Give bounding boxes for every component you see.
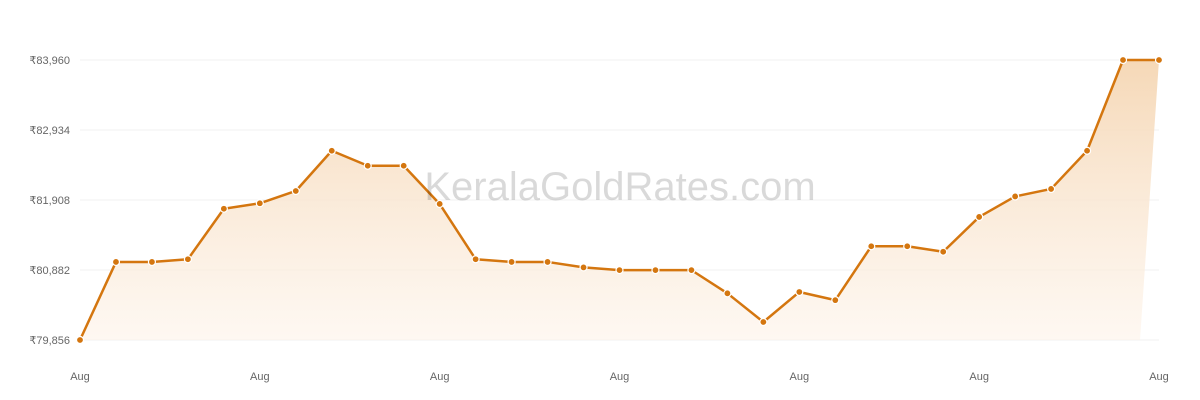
data-point xyxy=(1011,192,1020,201)
data-point xyxy=(399,161,408,170)
x-tick-label: Aug xyxy=(969,371,989,383)
data-point xyxy=(1046,184,1056,194)
data-point xyxy=(471,255,480,264)
data-point xyxy=(1154,55,1164,65)
x-tick-label: Aug xyxy=(790,371,810,383)
y-tick-label: ₹80,882 xyxy=(29,265,70,277)
data-point xyxy=(867,242,876,251)
data-point xyxy=(1082,146,1092,155)
y-tick-label: ₹83,960 xyxy=(29,55,70,67)
data-point xyxy=(363,161,372,170)
data-point xyxy=(327,146,336,155)
data-point xyxy=(687,266,696,275)
data-point xyxy=(147,257,157,267)
data-point xyxy=(759,317,768,327)
data-point xyxy=(219,204,228,213)
y-axis-ticks: ₹79,856 ₹80,882 ₹81,908 ₹82,934 ₹83,960 xyxy=(29,55,70,347)
data-point xyxy=(723,289,732,298)
y-tick-label: ₹82,934 xyxy=(29,125,70,137)
x-tick-label: Aug xyxy=(610,371,630,383)
data-point xyxy=(831,296,840,305)
y-tick-label: ₹81,908 xyxy=(29,195,70,207)
data-point xyxy=(543,257,552,267)
y-tick-label: ₹79,856 xyxy=(29,335,70,347)
x-tick-label: Aug xyxy=(70,371,90,383)
x-tick-label: Aug xyxy=(1149,371,1169,383)
x-axis-ticks: Aug Aug Aug Aug Aug Aug Aug xyxy=(70,371,1169,383)
watermark: KeralaGoldRates.com xyxy=(424,165,815,209)
data-point xyxy=(75,335,85,345)
data-point xyxy=(975,212,984,222)
data-point xyxy=(507,257,516,267)
data-point xyxy=(903,242,912,251)
data-point xyxy=(183,255,192,264)
data-point xyxy=(111,257,121,267)
data-point xyxy=(651,266,660,275)
data-point xyxy=(255,199,264,208)
data-point xyxy=(435,199,444,209)
data-point xyxy=(291,186,300,196)
data-point xyxy=(615,266,624,275)
x-tick-label: Aug xyxy=(430,371,450,383)
data-points xyxy=(75,55,1164,345)
data-point xyxy=(1118,55,1128,65)
area-fill xyxy=(80,60,1159,340)
area-path xyxy=(80,60,1159,340)
data-point xyxy=(939,247,948,256)
data-point xyxy=(579,263,588,272)
data-point xyxy=(795,287,804,297)
x-tick-label: Aug xyxy=(250,371,270,383)
